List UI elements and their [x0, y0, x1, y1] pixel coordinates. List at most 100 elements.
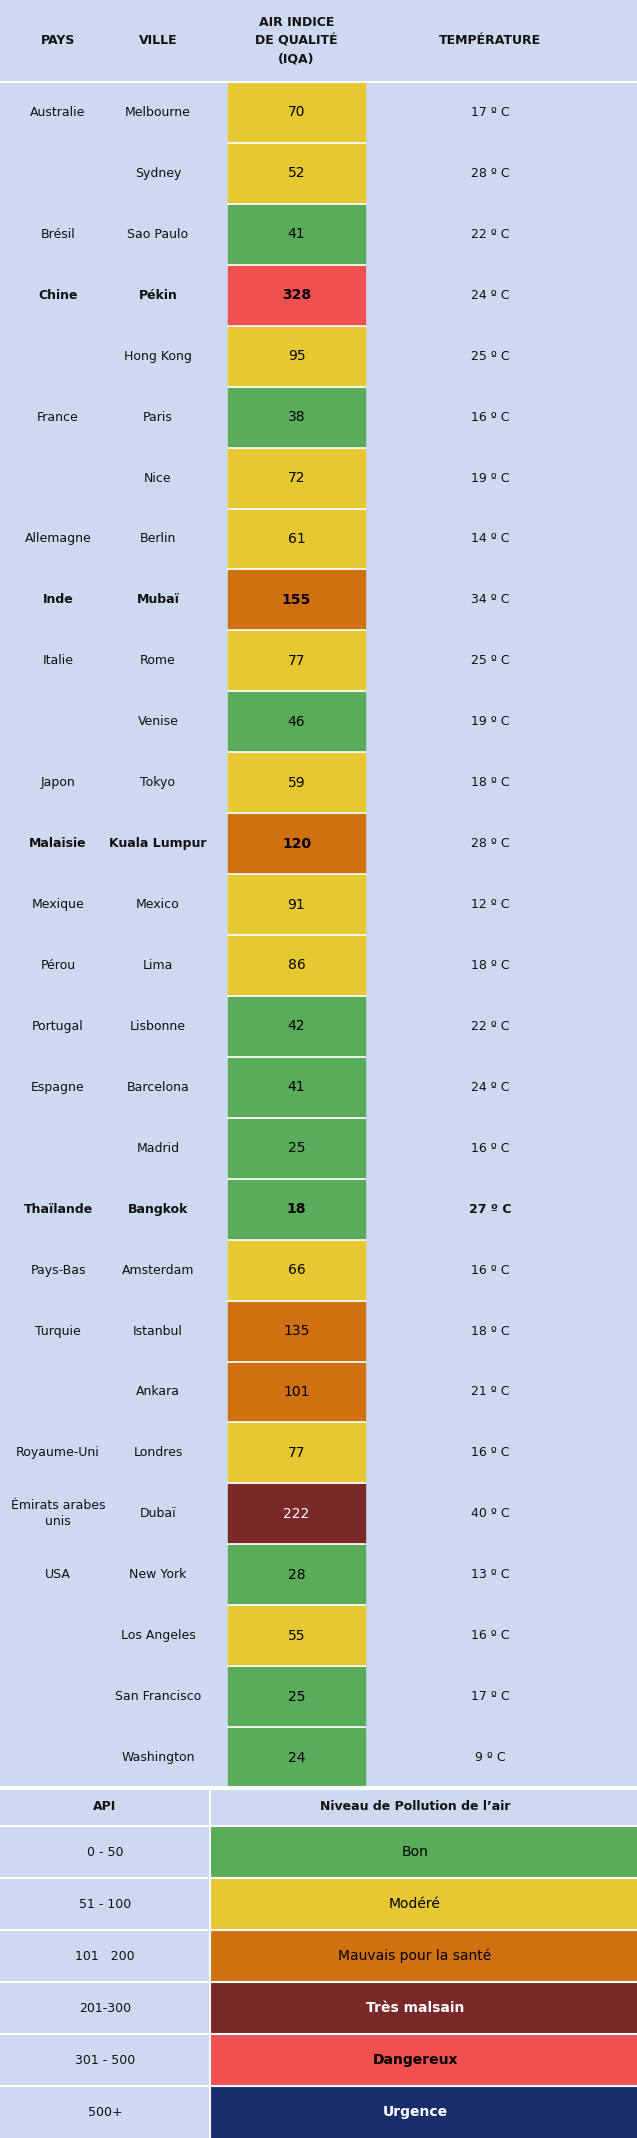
Text: 9 º C: 9 º C [475, 1751, 505, 1764]
Bar [228, 1546, 365, 1604]
Text: Londres: Londres [133, 1447, 183, 1460]
Bar [210, 1826, 637, 1877]
Text: 61: 61 [288, 532, 305, 545]
Text: San Francisco: San Francisco [115, 1691, 201, 1704]
Text: 41: 41 [288, 227, 305, 242]
Text: AIR INDICE
DE QUALITÉ
(IQA): AIR INDICE DE QUALITÉ (IQA) [255, 17, 338, 66]
Text: Ankara: Ankara [136, 1385, 180, 1398]
Bar [228, 753, 365, 812]
Text: 18 º C: 18 º C [471, 1326, 510, 1338]
Text: Mubaï: Mubaï [136, 594, 180, 607]
Bar [210, 1982, 637, 2033]
Text: 95: 95 [288, 348, 305, 363]
Text: 25 º C: 25 º C [471, 351, 510, 363]
Text: Émirats arabes
unis: Émirats arabes unis [11, 1499, 105, 1529]
Bar [0, 1787, 637, 1826]
Text: Dangereux: Dangereux [372, 2052, 458, 2067]
Text: 25: 25 [288, 1142, 305, 1155]
Text: 222: 222 [283, 1507, 310, 1520]
Text: 91: 91 [288, 898, 305, 911]
Text: Venise: Venise [138, 716, 178, 729]
Text: France: France [37, 410, 79, 423]
Text: Niveau de Pollution de l’air: Niveau de Pollution de l’air [320, 1800, 510, 1813]
Text: Portugal: Portugal [32, 1020, 84, 1033]
Text: Kuala Lumpur: Kuala Lumpur [110, 838, 207, 851]
Text: Melbourne: Melbourne [125, 107, 191, 120]
Text: 135: 135 [283, 1323, 310, 1338]
Bar [0, 1982, 210, 2033]
Text: 72: 72 [288, 470, 305, 485]
Text: 16 º C: 16 º C [471, 1447, 509, 1460]
Text: Dubaï: Dubaï [140, 1507, 176, 1520]
Text: 24 º C: 24 º C [471, 289, 509, 301]
Bar [228, 631, 365, 691]
Text: Très malsain: Très malsain [366, 2001, 464, 2014]
Bar [228, 1118, 365, 1178]
Bar [228, 936, 365, 994]
Text: 41: 41 [288, 1080, 305, 1095]
Text: 46: 46 [288, 714, 305, 729]
Text: 18 º C: 18 º C [471, 960, 510, 973]
Text: Lisbonne: Lisbonne [130, 1020, 186, 1033]
Text: 22 º C: 22 º C [471, 229, 509, 242]
Bar [228, 143, 365, 203]
Bar [228, 996, 365, 1056]
Text: Tokyo: Tokyo [141, 776, 176, 789]
Text: Los Angeles: Los Angeles [120, 1629, 196, 1642]
Text: 28 º C: 28 º C [471, 838, 510, 851]
Bar [228, 1240, 365, 1300]
Text: PAYS: PAYS [41, 34, 75, 47]
Bar [228, 449, 365, 507]
Bar [210, 1877, 637, 1931]
Text: 101   200: 101 200 [75, 1950, 135, 1963]
Text: 22 º C: 22 º C [471, 1020, 509, 1033]
Text: 70: 70 [288, 105, 305, 120]
Text: 66: 66 [288, 1264, 305, 1276]
Bar [228, 387, 365, 447]
Text: Bon: Bon [401, 1845, 429, 1860]
Bar [228, 693, 365, 750]
Bar [228, 83, 365, 141]
Text: Pays-Bas: Pays-Bas [30, 1264, 86, 1276]
Text: 24: 24 [288, 1751, 305, 1764]
Bar [228, 1728, 365, 1787]
Text: 19 º C: 19 º C [471, 716, 509, 729]
Bar [228, 1668, 365, 1725]
Text: 59: 59 [288, 776, 305, 789]
Text: 120: 120 [282, 836, 311, 851]
Bar [210, 2087, 637, 2138]
Text: 16 º C: 16 º C [471, 410, 509, 423]
Text: Rome: Rome [140, 654, 176, 667]
Bar [228, 1058, 365, 1116]
Bar [228, 1606, 365, 1666]
Bar [210, 1931, 637, 1982]
Bar [228, 1302, 365, 1360]
Text: Washington: Washington [121, 1751, 195, 1764]
Bar [228, 1180, 365, 1238]
Text: Pérou: Pérou [40, 960, 76, 973]
Text: 55: 55 [288, 1629, 305, 1642]
Text: Mexico: Mexico [136, 898, 180, 911]
Text: Allemagne: Allemagne [25, 532, 91, 545]
Text: 201-300: 201-300 [79, 2001, 131, 2014]
Bar [228, 1362, 365, 1422]
Text: 16 º C: 16 º C [471, 1142, 509, 1155]
Text: Pékin: Pékin [139, 289, 178, 301]
Text: 19 º C: 19 º C [471, 472, 509, 485]
Text: 28: 28 [288, 1567, 305, 1582]
Text: Modéré: Modéré [389, 1896, 441, 1911]
Bar [228, 509, 365, 569]
Text: Nice: Nice [144, 472, 172, 485]
Text: API: API [94, 1800, 117, 1813]
Text: 40 º C: 40 º C [471, 1507, 510, 1520]
Text: 86: 86 [288, 958, 305, 973]
Text: Royaume-Uni: Royaume-Uni [16, 1447, 100, 1460]
Text: 24 º C: 24 º C [471, 1082, 509, 1095]
Text: Chine: Chine [38, 289, 78, 301]
Text: 17 º C: 17 º C [471, 1691, 510, 1704]
Text: Espagne: Espagne [31, 1082, 85, 1095]
Text: Malaisie: Malaisie [29, 838, 87, 851]
Text: 51 - 100: 51 - 100 [79, 1899, 131, 1911]
Text: 155: 155 [282, 592, 311, 607]
Bar [228, 1484, 365, 1544]
